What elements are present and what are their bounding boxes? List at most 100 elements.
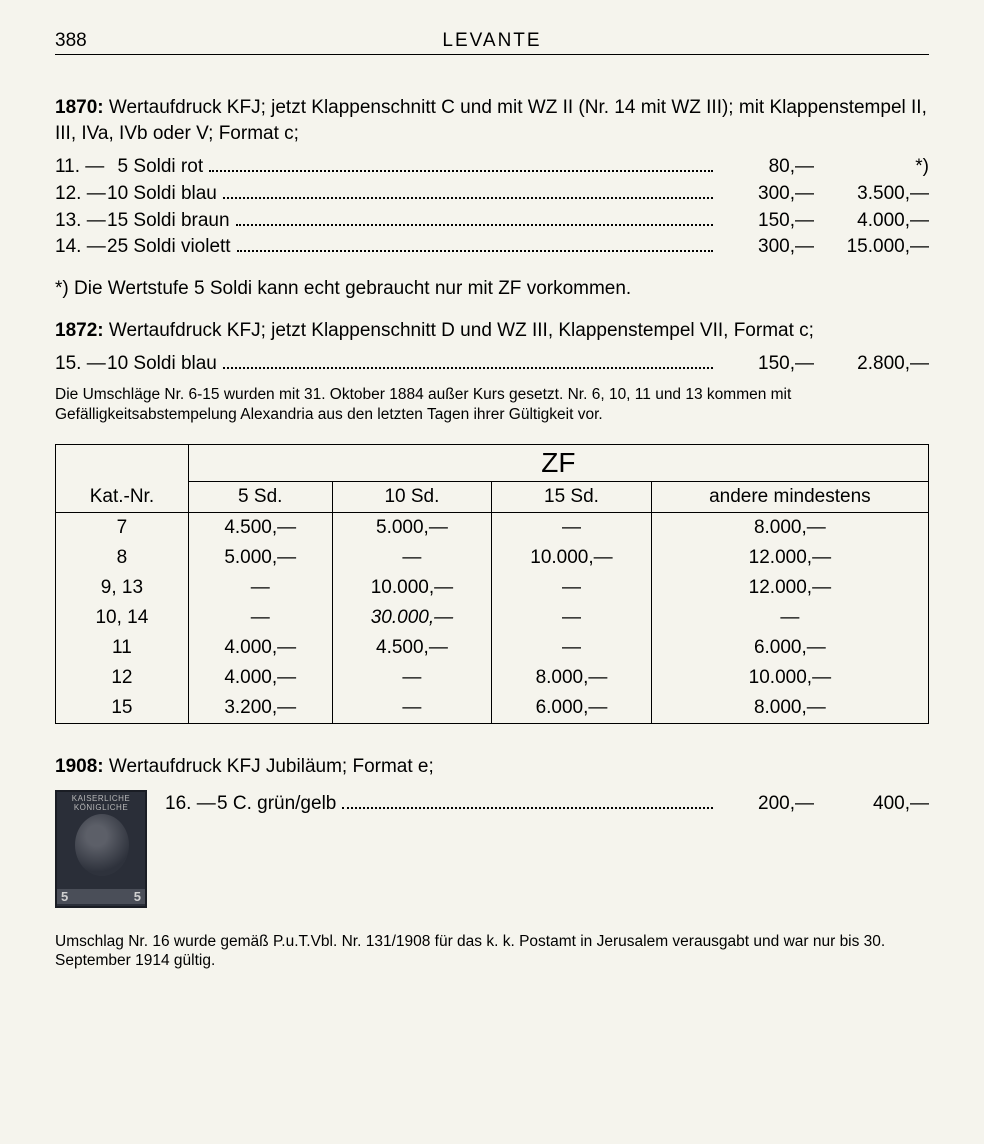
zf-title: ZF (188, 444, 928, 481)
zf-andere: 12.000,— (651, 573, 928, 603)
zf-10sd: 4.500,— (332, 633, 492, 663)
price-2: *) (814, 154, 929, 180)
zf-row: 124.000,——8.000,—10.000,— (56, 663, 929, 693)
desc-1870: Wertaufdruck KFJ; jetzt Klappenschnitt C… (55, 97, 927, 144)
zf-andere: 8.000,— (651, 512, 928, 543)
year-1908: 1908: (55, 756, 104, 777)
leader-dots (223, 186, 713, 199)
zf-row: 9, 13—10.000,——12.000,— (56, 573, 929, 603)
price-row: 11. — 5 Soldi rot 80,—*) (55, 154, 929, 180)
zf-10sd: — (332, 543, 492, 573)
page-header: 388 LEVANTE (55, 30, 929, 55)
price-list-1872: 15. —10 Soldi blau 150,—2.800,— (55, 351, 929, 377)
zf-kat: 15 (56, 693, 189, 724)
stamp-label: 15 Soldi braun (107, 208, 230, 234)
zf-kat: 8 (56, 543, 189, 573)
note-1908: Umschlag Nr. 16 wurde gemäß P.u.T.Vbl. N… (55, 932, 929, 971)
zf-row: 153.200,——6.000,—8.000,— (56, 693, 929, 724)
catalog-number: 11. — (55, 154, 107, 180)
zf-5sd: 4.500,— (188, 512, 332, 543)
zf-col-andere: andere mindestens (651, 481, 928, 512)
zf-15sd: — (492, 633, 652, 663)
zf-15sd: — (492, 512, 652, 543)
section-1872-heading: 1872: Wertaufdruck KFJ; jetzt Klappensch… (55, 318, 929, 344)
stamp-label: 5 C. grün/gelb (217, 791, 336, 817)
zf-row: 114.000,—4.500,——6.000,— (56, 633, 929, 663)
year-1872: 1872: (55, 320, 104, 341)
footnote-1870: *) Die Wertstufe 5 Soldi kann echt gebra… (55, 278, 929, 300)
leader-dots (342, 795, 713, 808)
stamp-label: 25 Soldi violett (107, 234, 231, 260)
zf-andere: 12.000,— (651, 543, 928, 573)
stamp-label: 10 Soldi blau (107, 181, 217, 207)
price-2: 4.000,— (814, 208, 929, 234)
page-number: 388 (55, 30, 115, 52)
section-1870-heading: 1870: Wertaufdruck KFJ; jetzt Klappensch… (55, 95, 929, 146)
stamp-top-text: KAISERLICHE KÖNIGLICHE (57, 794, 145, 812)
price-2: 15.000,— (814, 234, 929, 260)
note-1872: Die Umschläge Nr. 6-15 wurden mit 31. Ok… (55, 385, 929, 424)
stamp-label: 5 Soldi rot (107, 154, 203, 180)
zf-5sd: — (188, 573, 332, 603)
zf-andere: — (651, 603, 928, 633)
zf-10sd: — (332, 663, 492, 693)
zf-kat: 9, 13 (56, 573, 189, 603)
zf-10sd: — (332, 693, 492, 724)
catalog-number: 15. — (55, 351, 107, 377)
price-1: 300,— (719, 181, 814, 207)
desc-1908: Wertaufdruck KFJ Jubiläum; Format e; (109, 756, 434, 777)
zf-kat: 10, 14 (56, 603, 189, 633)
zf-table: Kat.-Nr. ZF 5 Sd. 10 Sd. 15 Sd. andere m… (55, 444, 929, 724)
zf-kat: 11 (56, 633, 189, 663)
price-2: 2.800,— (814, 351, 929, 377)
zf-5sd: 3.200,— (188, 693, 332, 724)
zf-col-kat: Kat.-Nr. (56, 444, 189, 512)
leader-dots (223, 356, 713, 369)
zf-15sd: — (492, 573, 652, 603)
zf-col-10sd: 10 Sd. (332, 481, 492, 512)
catalog-number: 14. — (55, 234, 107, 260)
price-list-1908: 16. —5 C. grün/gelb 200,—400,— (165, 790, 929, 818)
leader-dots (209, 159, 713, 172)
zf-andere: 6.000,— (651, 633, 928, 663)
zf-row: 10, 14—30.000,——— (56, 603, 929, 633)
zf-kat: 12 (56, 663, 189, 693)
zf-10sd: 10.000,— (332, 573, 492, 603)
zf-10sd: 5.000,— (332, 512, 492, 543)
price-2: 400,— (814, 791, 929, 817)
price-list-1870: 11. — 5 Soldi rot 80,—*) 12. —10 Soldi bla… (55, 154, 929, 260)
zf-15sd: 6.000,— (492, 693, 652, 724)
price-1: 300,— (719, 234, 814, 260)
zf-andere: 10.000,— (651, 663, 928, 693)
zf-andere: 8.000,— (651, 693, 928, 724)
price-row: 15. —10 Soldi blau 150,—2.800,— (55, 351, 929, 377)
stamp-label: 10 Soldi blau (107, 351, 217, 377)
zf-5sd: — (188, 603, 332, 633)
stamp-image: KAISERLICHE KÖNIGLICHE 5 5 (55, 790, 147, 908)
zf-row: 85.000,——10.000,—12.000,— (56, 543, 929, 573)
zf-col-15sd: 15 Sd. (492, 481, 652, 512)
zf-10sd: 30.000,— (332, 603, 492, 633)
zf-15sd: — (492, 603, 652, 633)
price-row: 16. —5 C. grün/gelb 200,—400,— (165, 791, 929, 817)
price-row: 14. —25 Soldi violett 300,—15.000,— (55, 234, 929, 260)
section-1908-heading: 1908: Wertaufdruck KFJ Jubiläum; Format … (55, 754, 929, 780)
price-1: 200,— (719, 791, 814, 817)
catalog-number: 16. — (165, 791, 217, 817)
desc-1872: Wertaufdruck KFJ; jetzt Klappenschnitt D… (109, 320, 814, 341)
price-2: 3.500,— (814, 181, 929, 207)
price-1: 150,— (719, 208, 814, 234)
zf-15sd: 10.000,— (492, 543, 652, 573)
year-1870: 1870: (55, 97, 104, 118)
price-1: 150,— (719, 351, 814, 377)
stamp-denom: 5 5 (57, 889, 145, 904)
zf-15sd: 8.000,— (492, 663, 652, 693)
zf-5sd: 4.000,— (188, 633, 332, 663)
zf-5sd: 5.000,— (188, 543, 332, 573)
price-1: 80,— (719, 154, 814, 180)
catalog-number: 12. — (55, 181, 107, 207)
zf-kat: 7 (56, 512, 189, 543)
row-1908: KAISERLICHE KÖNIGLICHE 5 5 16. —5 C. grü… (55, 790, 929, 908)
zf-col-5sd: 5 Sd. (188, 481, 332, 512)
catalog-number: 13. — (55, 208, 107, 234)
